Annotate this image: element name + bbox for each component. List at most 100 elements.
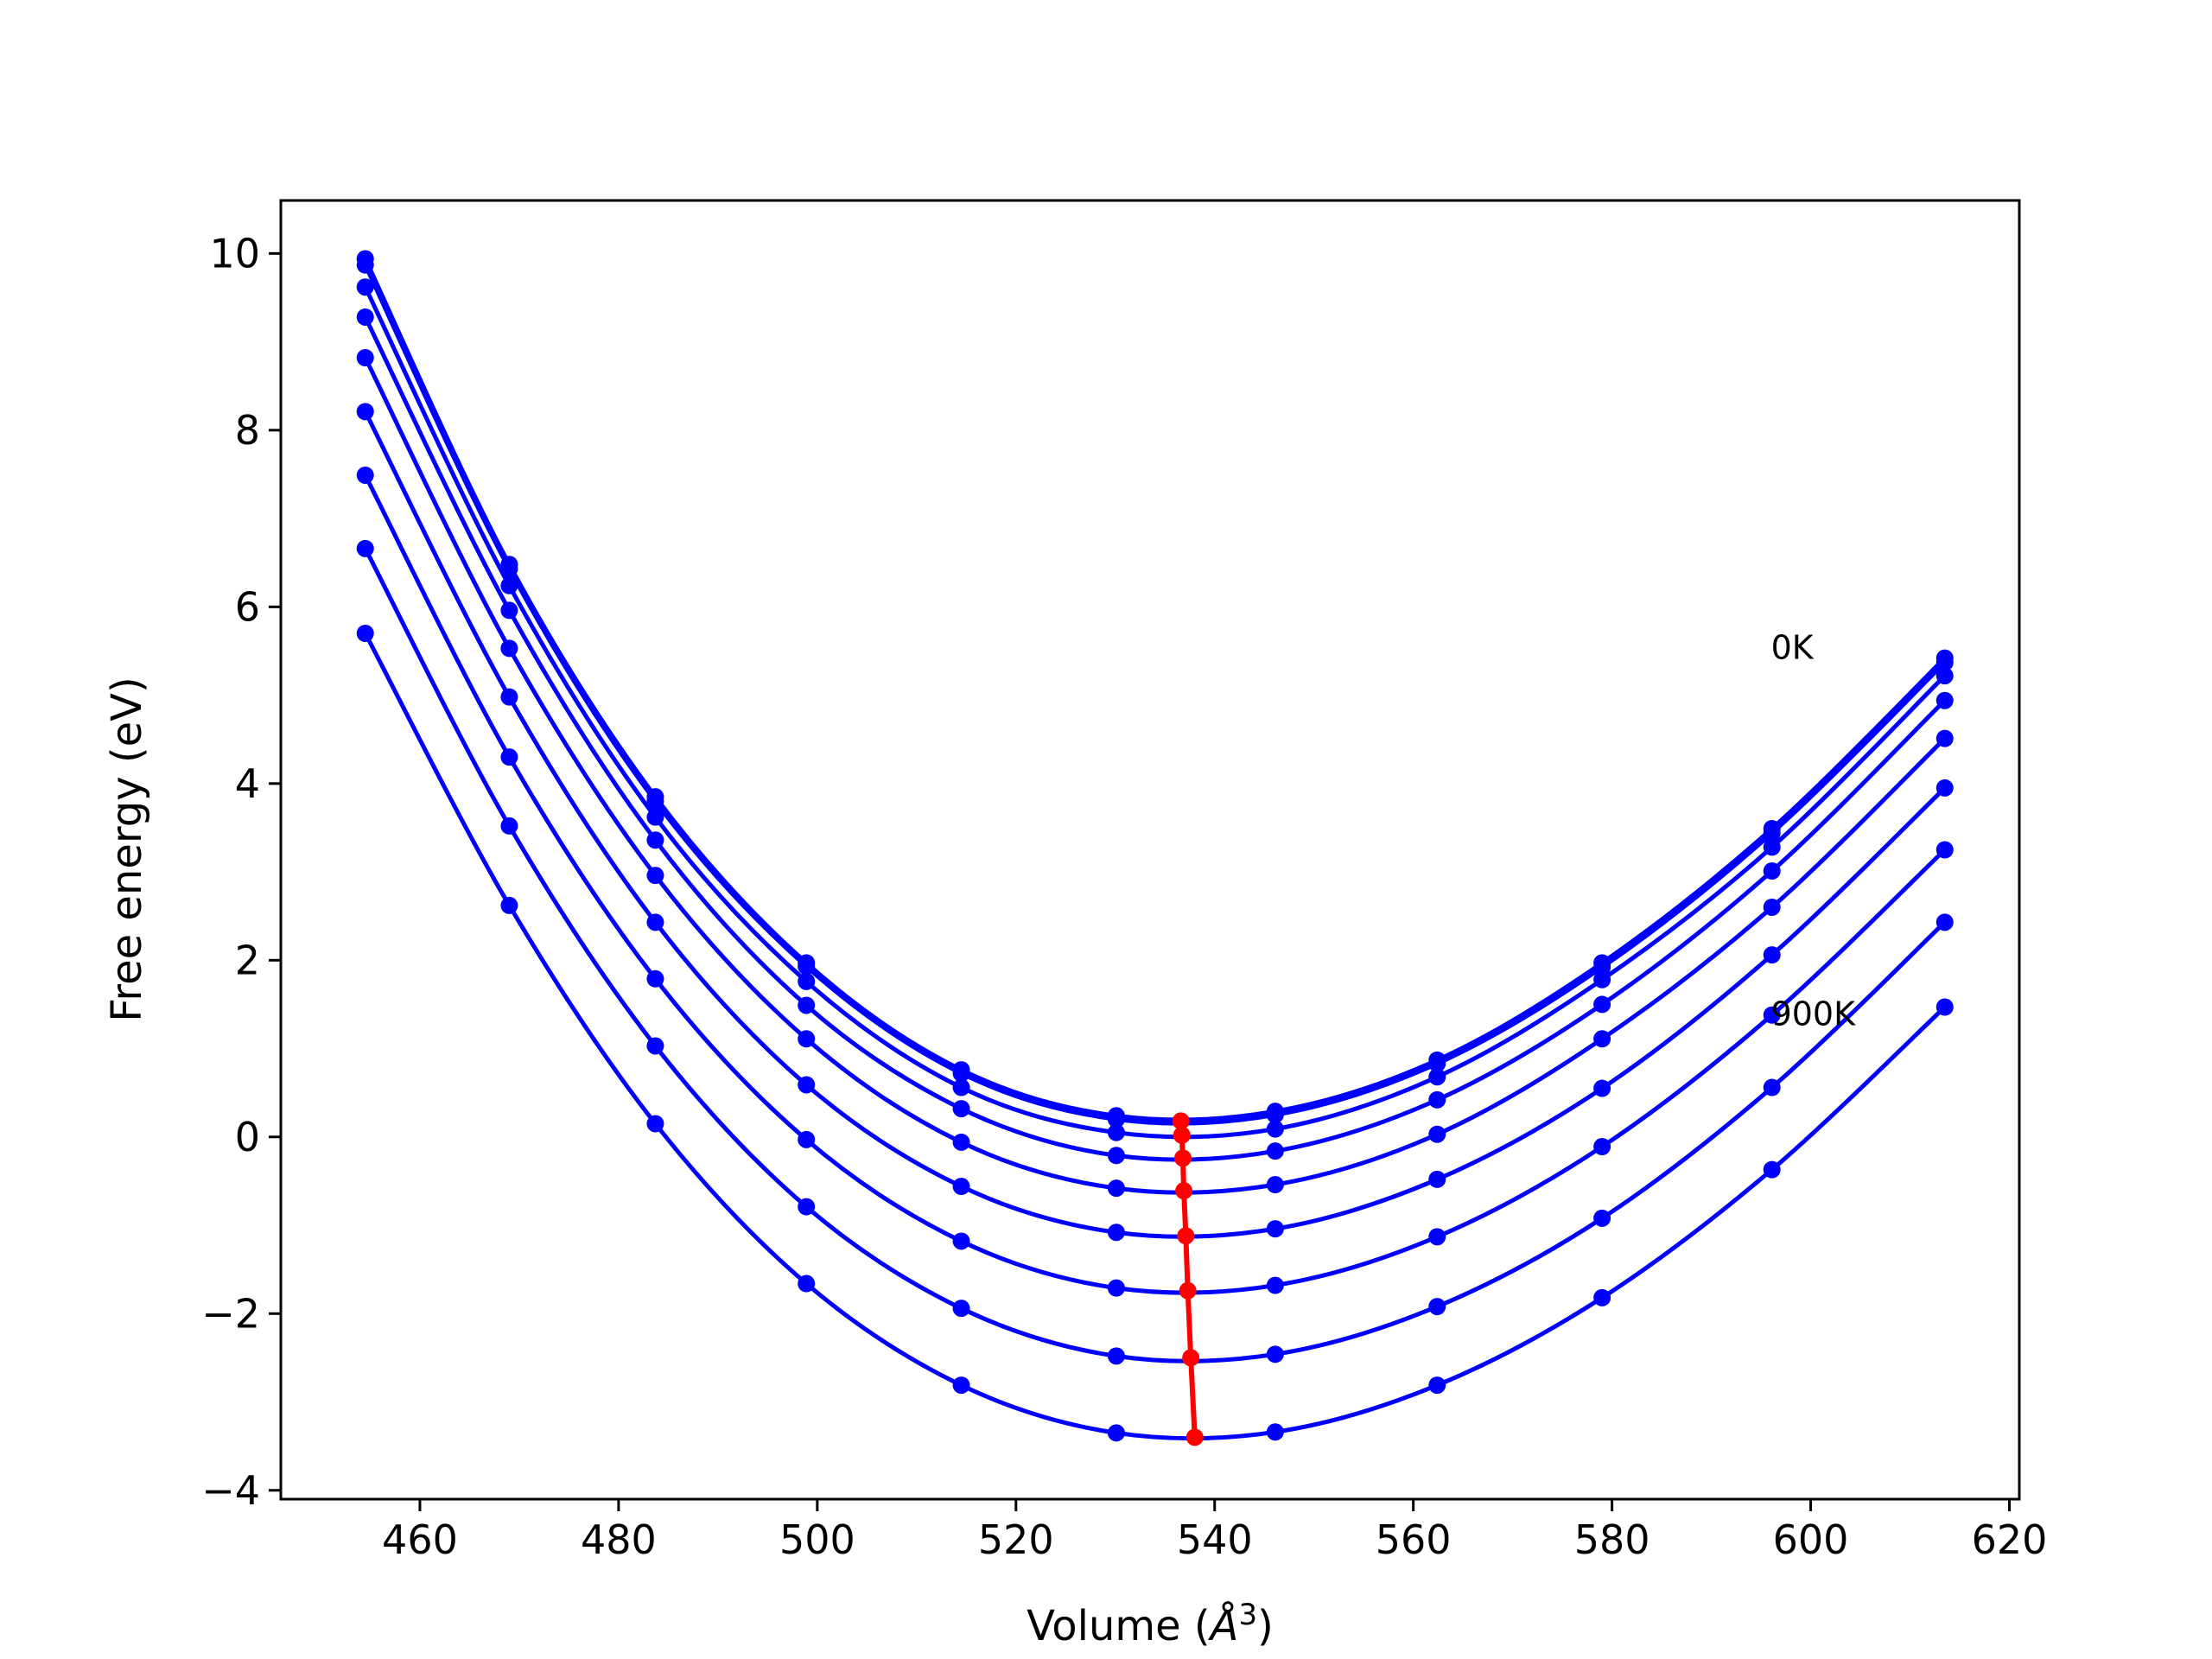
minimum-point	[1179, 1281, 1197, 1300]
data-point	[1936, 729, 1954, 747]
series-line	[363, 315, 1947, 1162]
data-point	[646, 867, 664, 885]
data-point	[356, 403, 374, 421]
data-point	[1763, 862, 1781, 880]
data-point	[952, 1133, 970, 1151]
data-point	[1763, 1006, 1781, 1024]
data-point	[952, 1376, 970, 1395]
minimum-point	[1185, 1428, 1204, 1446]
series-line	[363, 356, 1947, 1195]
data-point	[1107, 1110, 1125, 1128]
data-point	[356, 349, 374, 366]
data-point	[1266, 1176, 1284, 1194]
x-tick-label: 600	[1773, 1516, 1849, 1563]
data-point	[646, 792, 664, 810]
data-point	[1266, 1106, 1284, 1124]
y-tick-label: −2	[201, 1290, 260, 1337]
data-point	[1763, 1160, 1781, 1179]
y-tick-label: 4	[235, 760, 260, 807]
data-point	[500, 817, 518, 835]
series-line	[363, 286, 1947, 1140]
data-point	[1428, 1228, 1446, 1246]
data-point	[1593, 1079, 1611, 1097]
data-point	[952, 1078, 970, 1096]
x-axis-title: Volume (Å3)	[1027, 1598, 1274, 1650]
data-point	[1428, 1068, 1446, 1086]
plot-frame	[279, 199, 2021, 1501]
data-point	[356, 539, 374, 557]
data-point	[798, 1030, 816, 1048]
minimum-line	[1178, 1121, 1198, 1438]
data-point	[1428, 1298, 1446, 1316]
data-point	[1266, 1142, 1284, 1160]
y-axis-ticks: −4 −2 0 2 4 6 8 10	[201, 230, 281, 1514]
data-point	[798, 1130, 816, 1148]
data-point	[646, 808, 664, 826]
data-point	[1266, 1345, 1284, 1363]
data-point	[1428, 1376, 1446, 1395]
x-tick-label: 480	[581, 1516, 657, 1563]
data-point	[1593, 1138, 1611, 1156]
data-point	[1428, 1054, 1446, 1072]
data-point	[1936, 691, 1954, 709]
x-tick-label: 560	[1376, 1516, 1452, 1563]
data-point	[1936, 841, 1954, 859]
series-line	[363, 410, 1947, 1239]
minimum-point	[1177, 1227, 1195, 1245]
y-tick-label: 0	[235, 1114, 260, 1160]
data-point	[1936, 913, 1954, 931]
data-point	[1763, 1078, 1781, 1096]
data-point	[1107, 1347, 1125, 1365]
y-tick-label: 8	[235, 407, 260, 454]
data-point	[1593, 958, 1611, 976]
data-point	[1593, 995, 1611, 1014]
x-tick-label: 500	[779, 1516, 855, 1563]
data-point	[1107, 1279, 1125, 1297]
data-point	[952, 1178, 970, 1196]
x-tick-label: 620	[1972, 1516, 2048, 1563]
data-point	[952, 1065, 970, 1083]
data-point	[646, 1037, 664, 1055]
data-point	[1936, 998, 1954, 1016]
data-point	[1763, 838, 1781, 856]
data-point	[1428, 1090, 1446, 1109]
series-line	[363, 257, 1947, 1122]
data-point	[500, 688, 518, 706]
data-point	[356, 278, 374, 296]
y-axis-title: Free energy (eV)	[103, 677, 151, 1021]
y-tick-label: 10	[209, 230, 260, 276]
series-line	[363, 547, 1947, 1363]
data-point	[646, 1115, 664, 1133]
data-point	[500, 639, 518, 658]
data-point	[798, 1198, 816, 1216]
data-point	[1936, 779, 1954, 797]
series-line	[363, 474, 1947, 1295]
data-point	[1936, 667, 1954, 685]
minimum-point	[1175, 1182, 1193, 1200]
data-point	[1107, 1424, 1125, 1442]
minimum-point	[1172, 1112, 1190, 1130]
data-point	[356, 625, 374, 642]
data-point	[500, 896, 518, 914]
data-point	[1763, 946, 1781, 964]
data-point	[1593, 1030, 1611, 1048]
data-point	[356, 256, 374, 274]
data-point	[1107, 1123, 1125, 1141]
data-point	[646, 969, 664, 988]
data-point	[952, 1232, 970, 1250]
data-point	[1266, 1220, 1284, 1238]
curve-layer	[356, 250, 1954, 1442]
annotation-layer: 0K 900K	[1771, 628, 1857, 1033]
data-point	[952, 1100, 970, 1118]
data-point	[1763, 824, 1781, 842]
series-line	[363, 264, 1947, 1126]
minimum-point	[1182, 1349, 1200, 1367]
x-tick-label: 460	[382, 1516, 458, 1563]
data-point	[500, 601, 518, 620]
data-point	[798, 996, 816, 1014]
series-line	[363, 632, 1947, 1441]
minimum-point	[1173, 1126, 1191, 1144]
y-tick-label: −4	[201, 1467, 260, 1514]
temperature-label: 0K	[1771, 628, 1815, 666]
data-point	[646, 913, 664, 931]
